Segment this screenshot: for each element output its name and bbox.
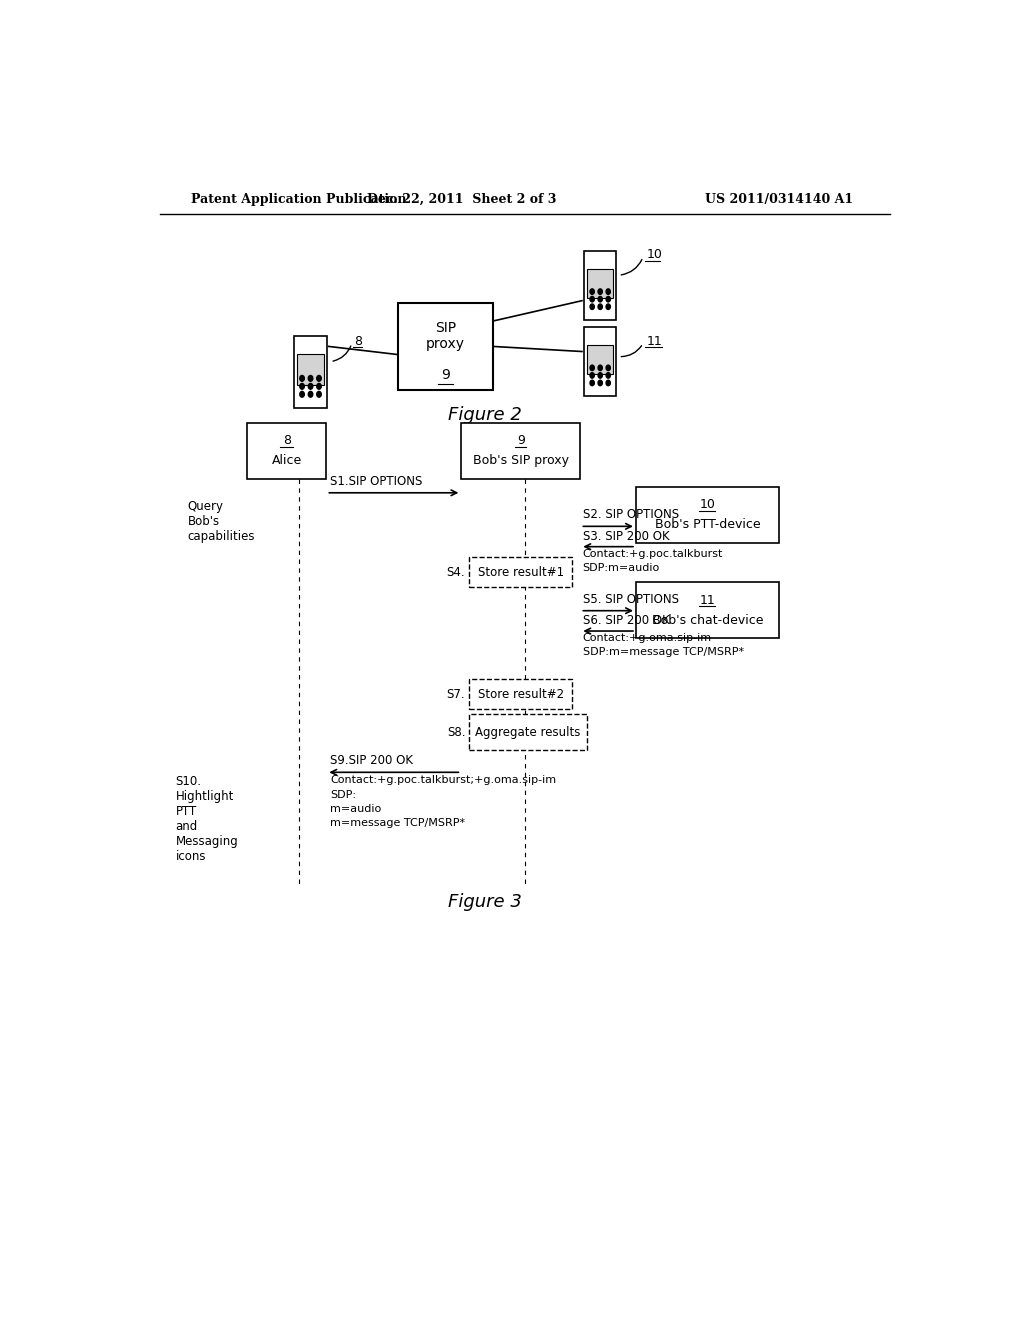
Text: Store result#1: Store result#1 xyxy=(478,565,564,578)
Text: S5. SIP OPTIONS: S5. SIP OPTIONS xyxy=(583,593,679,606)
Circle shape xyxy=(590,366,594,371)
Bar xyxy=(469,557,572,587)
Text: S4.: S4. xyxy=(446,565,465,578)
Text: Bob's chat-device: Bob's chat-device xyxy=(651,614,763,627)
Circle shape xyxy=(300,392,304,397)
Circle shape xyxy=(316,383,322,389)
Bar xyxy=(588,269,613,298)
Circle shape xyxy=(590,289,594,294)
Circle shape xyxy=(606,297,610,302)
Text: SIP
proxy: SIP proxy xyxy=(426,321,465,351)
Text: S9.SIP 200 OK: S9.SIP 200 OK xyxy=(331,754,414,767)
Circle shape xyxy=(316,392,322,397)
Text: 11: 11 xyxy=(699,594,715,606)
Circle shape xyxy=(590,372,594,378)
Circle shape xyxy=(590,380,594,385)
Text: 11: 11 xyxy=(646,335,662,348)
Text: Patent Application Publication: Patent Application Publication xyxy=(191,193,407,206)
Text: 10: 10 xyxy=(646,248,663,261)
Circle shape xyxy=(598,380,602,385)
Text: Contact:+g.poc.talkburst: Contact:+g.poc.talkburst xyxy=(583,549,723,558)
Text: S3. SIP 200 OK: S3. SIP 200 OK xyxy=(583,529,670,543)
Bar xyxy=(588,346,613,374)
Circle shape xyxy=(598,289,602,294)
Text: SDP:m=message TCP/MSRP*: SDP:m=message TCP/MSRP* xyxy=(583,647,743,657)
Circle shape xyxy=(308,375,312,381)
Text: Bob's PTT-device: Bob's PTT-device xyxy=(654,519,760,532)
Text: m=audio: m=audio xyxy=(331,804,382,814)
Circle shape xyxy=(300,383,304,389)
Bar xyxy=(636,582,779,638)
Circle shape xyxy=(606,380,610,385)
Text: 10: 10 xyxy=(699,498,716,511)
Text: SDP:m=audio: SDP:m=audio xyxy=(583,562,660,573)
Circle shape xyxy=(606,372,610,378)
Circle shape xyxy=(316,375,322,381)
Text: 9: 9 xyxy=(517,434,524,447)
Circle shape xyxy=(606,289,610,294)
Circle shape xyxy=(598,372,602,378)
Text: S7.: S7. xyxy=(446,688,465,701)
Text: S10.
Hightlight
PTT
and
Messaging
icons: S10. Hightlight PTT and Messaging icons xyxy=(176,775,239,863)
Bar xyxy=(294,335,328,408)
Text: S6. SIP 200 OK: S6. SIP 200 OK xyxy=(583,614,670,627)
Bar xyxy=(297,355,325,385)
Bar xyxy=(247,422,327,479)
Bar xyxy=(584,251,616,319)
Circle shape xyxy=(590,297,594,302)
Text: S1.SIP OPTIONS: S1.SIP OPTIONS xyxy=(331,475,423,487)
Text: Figure 2: Figure 2 xyxy=(449,405,522,424)
Circle shape xyxy=(598,304,602,309)
Text: 9: 9 xyxy=(441,368,450,381)
Text: Alice: Alice xyxy=(271,454,302,467)
Bar xyxy=(461,422,581,479)
Circle shape xyxy=(300,375,304,381)
Bar xyxy=(469,714,587,750)
Bar xyxy=(636,487,779,543)
Text: Figure 3: Figure 3 xyxy=(449,894,522,911)
Text: Store result#2: Store result#2 xyxy=(478,688,564,701)
Bar xyxy=(397,304,494,389)
Text: m=message TCP/MSRP*: m=message TCP/MSRP* xyxy=(331,818,466,828)
Text: S2. SIP OPTIONS: S2. SIP OPTIONS xyxy=(583,508,679,521)
Text: Contact:+g.oma.sip-im: Contact:+g.oma.sip-im xyxy=(583,634,712,643)
Text: US 2011/0314140 A1: US 2011/0314140 A1 xyxy=(705,193,853,206)
Circle shape xyxy=(308,392,312,397)
Text: SDP:: SDP: xyxy=(331,789,356,800)
Bar xyxy=(584,327,616,396)
Bar xyxy=(469,678,572,709)
Text: 8: 8 xyxy=(283,434,291,447)
Circle shape xyxy=(598,366,602,371)
Text: Contact:+g.poc.talkburst;+g.oma.sip-im: Contact:+g.poc.talkburst;+g.oma.sip-im xyxy=(331,775,556,785)
Text: Dec. 22, 2011  Sheet 2 of 3: Dec. 22, 2011 Sheet 2 of 3 xyxy=(367,193,556,206)
Text: Aggregate results: Aggregate results xyxy=(475,726,581,739)
Circle shape xyxy=(606,366,610,371)
Text: S8.: S8. xyxy=(446,726,465,739)
Circle shape xyxy=(590,304,594,309)
Circle shape xyxy=(598,297,602,302)
Text: Bob's SIP proxy: Bob's SIP proxy xyxy=(473,454,569,467)
Circle shape xyxy=(308,383,312,389)
Text: Query
Bob's
capabilities: Query Bob's capabilities xyxy=(187,500,255,543)
Text: 8: 8 xyxy=(354,335,362,348)
Circle shape xyxy=(606,304,610,309)
